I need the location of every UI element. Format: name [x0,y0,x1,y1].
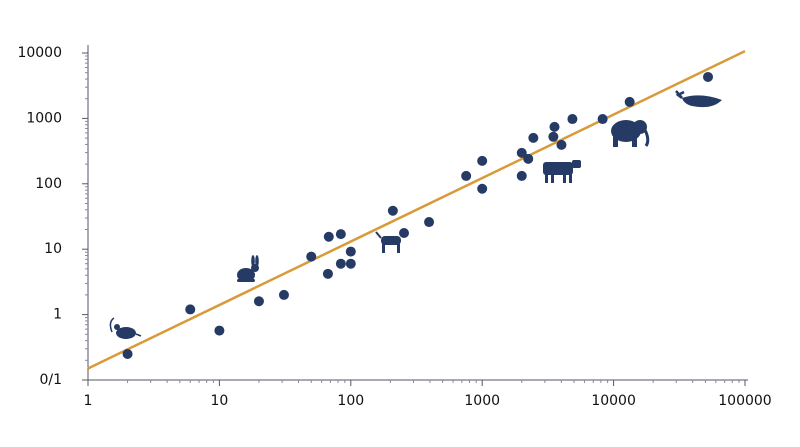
mouse-icon [109,317,142,339]
data-point [461,170,472,181]
cow-icon [543,160,581,183]
elephant-icon [611,120,650,147]
data-point [597,114,608,125]
fit-line [87,49,746,370]
data-point [556,139,567,150]
whale-icon [675,90,722,108]
y-tick-label: 100 [35,176,62,192]
data-point [516,147,527,158]
data-point [335,258,346,269]
data-point [253,296,264,307]
data-point [703,71,714,82]
data-point [345,246,356,257]
data-point [345,258,356,269]
data-point [624,96,635,107]
data-point [548,131,559,142]
data-point [322,268,333,279]
data-point [528,132,539,143]
y-tick-label: 10 [44,241,62,257]
data-point [549,121,560,132]
x-tick-label: 100000 [718,393,771,409]
data-point [335,229,346,240]
y-tick-label: 0/1 [39,372,62,388]
x-tick-label: 1000 [464,393,500,409]
x-tick-label: 100 [337,393,364,409]
data-point [477,155,488,166]
x-tick-label: 10000 [591,393,636,409]
data-point [567,114,578,125]
data-point [214,325,225,336]
data-point [424,217,435,228]
x-tick-label: 10 [210,393,228,409]
data-point [516,170,527,181]
y-tick-label: 10000 [17,45,62,61]
rabbit-icon [237,255,259,282]
data-point [477,183,488,194]
data-point [278,289,289,300]
dog-icon [375,228,409,253]
x-tick-label: 1 [84,393,93,409]
y-tick-label: 1 [53,307,62,323]
data-point [523,153,534,164]
data-point [122,348,133,359]
animal-icons [109,90,722,339]
data-point [387,205,398,216]
data-point [323,231,334,242]
y-tick-label: 1000 [26,110,62,126]
data-point [185,304,196,315]
data-point [306,251,317,262]
